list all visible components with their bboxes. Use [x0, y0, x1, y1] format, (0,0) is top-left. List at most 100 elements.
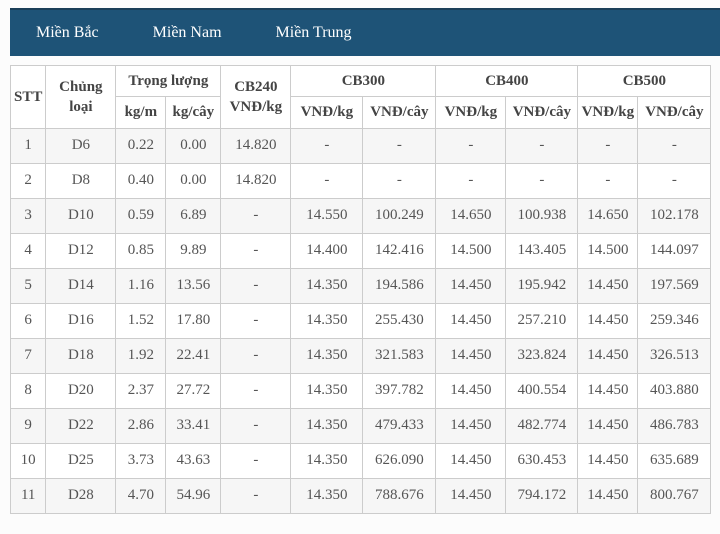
table-cell: -	[220, 337, 292, 374]
table-cell: 1.92	[115, 337, 167, 374]
table-cell: 14.350	[290, 267, 364, 304]
table-cell: 14.450	[435, 372, 507, 409]
table-cell: D14	[45, 267, 117, 304]
table-cell: -	[220, 407, 292, 444]
table-cell: 9.89	[165, 232, 222, 269]
table-cell: 794.172	[505, 477, 579, 514]
table-cell: 635.689	[637, 442, 712, 479]
table-cell: 17.80	[165, 302, 222, 339]
table-cell: 326.513	[637, 337, 712, 374]
tab-mien-bac[interactable]: Miền Bắc	[36, 24, 99, 41]
table-cell: -	[577, 162, 639, 199]
table-cell: 323.824	[505, 337, 579, 374]
table-cell: 0.59	[115, 197, 167, 234]
table-cell: -	[290, 162, 364, 199]
table-cell: 143.405	[505, 232, 579, 269]
table-cell: -	[505, 162, 579, 199]
table-cell: -	[577, 127, 639, 164]
table-cell: 22.41	[165, 337, 222, 374]
table-cell: 1.16	[115, 267, 167, 304]
tab-mien-nam[interactable]: Miền Nam	[152, 24, 222, 41]
table-cell: D12	[45, 232, 117, 269]
table-cell: 14.350	[290, 337, 364, 374]
column-subheader: kg/m	[115, 96, 167, 129]
table-cell: 0.85	[115, 232, 167, 269]
table-row: 5 D14 1.16 13.56-14.350 194.586 14.450 195.942…	[9, 267, 712, 304]
table-cell: 6	[9, 302, 47, 339]
table-cell: 630.453	[505, 442, 579, 479]
table-cell: 479.433	[362, 407, 437, 444]
table-cell: 2.86	[115, 407, 167, 444]
table-cell: -	[220, 197, 292, 234]
table-cell: -	[362, 162, 437, 199]
table-cell: 14.820	[220, 162, 292, 199]
table-body: 1 D6 0.22 0.00 14.820- - - - - -2 D8 0.40 0.00 14.820…	[9, 127, 712, 514]
table-cell: 14.820	[220, 127, 292, 164]
table-cell: 14.450	[435, 442, 507, 479]
table-cell: 2	[9, 162, 47, 199]
table-cell: 14.450	[435, 302, 507, 339]
table-cell: -	[435, 162, 507, 199]
table-cell: 11	[9, 477, 47, 514]
table-cell: 7	[9, 337, 47, 374]
column-subheader: VNĐ/cây	[637, 96, 712, 129]
table-cell: 1.52	[115, 302, 167, 339]
table-header: STT Chủng loại Trọng lượng CB240 VNĐ/kg CB300…	[9, 64, 712, 129]
table-row: 6 D16 1.52 17.80-14.350 255.430 14.450 257.210…	[9, 302, 712, 339]
table-cell: 14.450	[435, 267, 507, 304]
region-tabbar: Miền Bắc Miền Nam Miền Trung	[10, 8, 720, 56]
table-cell: 54.96	[165, 477, 222, 514]
table-cell: 14.450	[577, 302, 639, 339]
table-cell: -	[505, 127, 579, 164]
table-cell: -	[220, 372, 292, 409]
table-cell: 33.41	[165, 407, 222, 444]
table-cell: 14.500	[435, 232, 507, 269]
table-cell: 400.554	[505, 372, 579, 409]
column-header: CB400	[435, 64, 579, 98]
tab-mien-trung[interactable]: Miền Trung	[275, 24, 352, 41]
table-cell: 102.178	[637, 197, 712, 234]
table-cell: D28	[45, 477, 117, 514]
table-cell: 14.450	[577, 267, 639, 304]
table-cell: -	[435, 127, 507, 164]
table-cell: 0.22	[115, 127, 167, 164]
table-cell: D16	[45, 302, 117, 339]
table-cell: -	[362, 127, 437, 164]
column-subheader: VNĐ/kg	[290, 96, 364, 129]
table-cell: 255.430	[362, 302, 437, 339]
table-row: 10 D25 3.73 43.63-14.350 626.090 14.450 630.45…	[9, 442, 712, 479]
table-cell: 5	[9, 267, 47, 304]
table-cell: D25	[45, 442, 117, 479]
table-cell: 14.450	[577, 407, 639, 444]
price-table: STT Chủng loại Trọng lượng CB240 VNĐ/kg CB300…	[9, 64, 712, 514]
table-cell: 14.450	[577, 442, 639, 479]
table-cell: 144.097	[637, 232, 712, 269]
table-cell: 100.249	[362, 197, 437, 234]
column-header: STT	[9, 65, 47, 129]
table-cell: 43.63	[165, 442, 222, 479]
table-cell: 259.346	[637, 302, 712, 339]
table-cell: 3	[9, 197, 47, 234]
table-cell: 197.569	[637, 267, 712, 304]
table-cell: 14.450	[577, 337, 639, 374]
table-cell: D10	[45, 197, 117, 234]
table-cell: 27.72	[165, 372, 222, 409]
table-cell: -	[220, 267, 292, 304]
table-cell: D18	[45, 337, 117, 374]
table-cell: 13.56	[165, 267, 222, 304]
column-subheader: VNĐ/cây	[505, 96, 579, 129]
column-header: CB240 VNĐ/kg	[220, 65, 292, 129]
table-cell: 0.00	[165, 162, 222, 199]
table-cell: 0.00	[165, 127, 222, 164]
table-row: 9 D22 2.86 33.41-14.350 479.433 14.450 482.774…	[9, 407, 712, 444]
table-cell: 194.586	[362, 267, 437, 304]
table-cell: 195.942	[505, 267, 579, 304]
column-header: Trọng lượng	[115, 64, 222, 98]
table-cell: -	[220, 442, 292, 479]
table-cell: 4.70	[115, 477, 167, 514]
table-row: 11 D28 4.70 54.96-14.350 788.676 14.450 794.17…	[9, 477, 712, 514]
table-cell: 10	[9, 442, 47, 479]
table-cell: 14.350	[290, 372, 364, 409]
table-row: 2 D8 0.40 0.00 14.820- - - - - -	[9, 162, 712, 199]
table-cell: 14.500	[577, 232, 639, 269]
